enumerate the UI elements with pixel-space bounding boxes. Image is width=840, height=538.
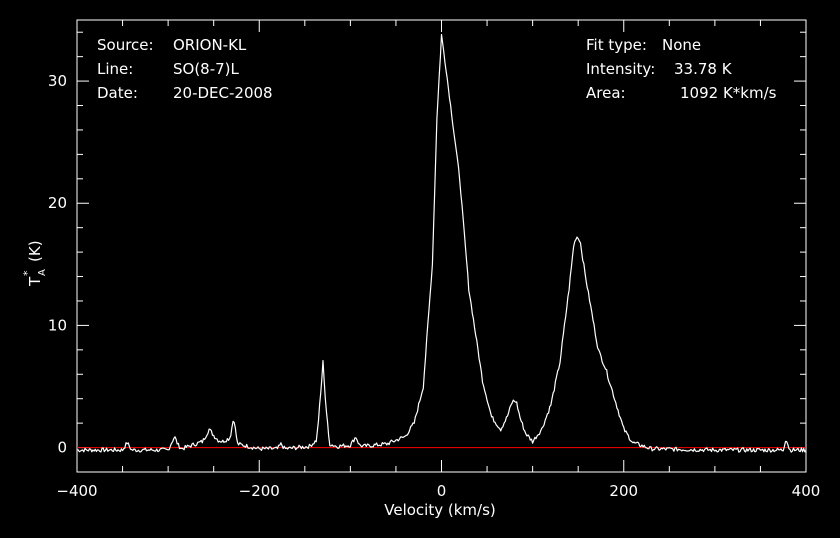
info-left: Source: ORION-KL Line: SO(8-7)L Date: 20… [97, 36, 273, 102]
spectrum-line [76, 33, 807, 453]
info-area-key: Area: [586, 84, 626, 102]
y-axis-label-unit: (K) [26, 240, 44, 262]
y-tick-label: 30 [48, 72, 67, 90]
info-source-value: ORION-KL [173, 36, 247, 54]
info-date-key: Date: [97, 84, 138, 102]
y-axis-label-sup: * [21, 270, 34, 276]
info-intensity-value: 33.78 K [674, 60, 733, 78]
info-source-key: Source: [97, 36, 154, 54]
y-axis-label-sub: A [37, 269, 48, 276]
info-line-value: SO(8-7)L [173, 60, 240, 78]
y-axis-label-main: T [26, 276, 44, 287]
x-tick-label: −400 [56, 482, 97, 500]
info-intensity-key: Intensity: [586, 60, 655, 78]
x-axis-label: Velocity (km/s) [384, 501, 495, 519]
y-tick-label: 20 [48, 194, 67, 212]
x-tick-label: −200 [239, 482, 280, 500]
info-date-value: 20-DEC-2008 [173, 84, 273, 102]
tick-marks [76, 20, 807, 472]
info-area-value: 1092 K*km/s [680, 84, 777, 102]
info-fit-key: Fit type: [586, 36, 647, 54]
x-tick-label: 400 [792, 482, 821, 500]
x-tick-label: 200 [609, 482, 638, 500]
info-line-key: Line: [97, 60, 133, 78]
y-tick-label: 10 [48, 316, 67, 334]
y-axis-label: T A * (K) [21, 240, 48, 287]
info-fit-value: None [662, 36, 701, 54]
tick-labels: −400 −200 0 200 400 0 10 20 30 [48, 72, 820, 500]
info-right: Fit type: None Intensity: 33.78 K Area: … [586, 36, 777, 102]
y-tick-label: 0 [57, 439, 67, 457]
x-tick-label: 0 [437, 482, 447, 500]
